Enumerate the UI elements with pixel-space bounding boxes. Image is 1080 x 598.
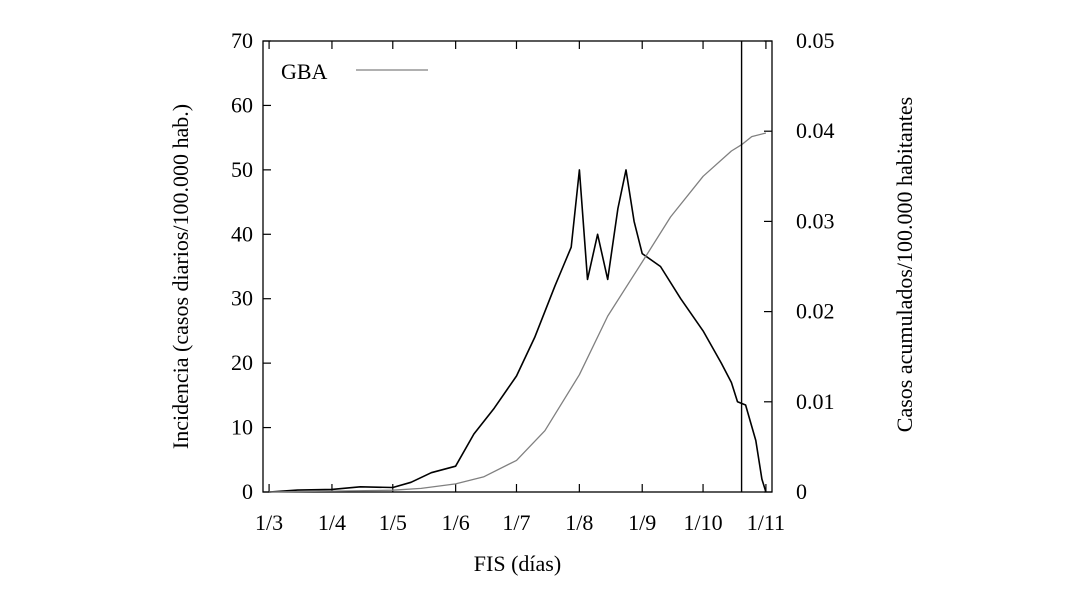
- y-left-tick-label: 50: [231, 157, 253, 182]
- y-left-tick-label: 30: [231, 286, 253, 311]
- x-tick-label: 1/11: [747, 510, 785, 535]
- y-left-tick-label: 70: [231, 28, 253, 53]
- x-tick-label: 1/5: [379, 510, 407, 535]
- series-cumulative-line: [269, 132, 767, 493]
- axis-ticks: [263, 40, 772, 493]
- y-left-tick-label: 10: [231, 415, 253, 440]
- y-right-tick-label: 0.04: [796, 118, 835, 143]
- y-left-tick-label: 40: [231, 221, 253, 246]
- y-right-tick-label: 0.01: [796, 389, 835, 414]
- y-left-tick-label: 0: [242, 479, 253, 504]
- x-tick-label: 1/10: [683, 510, 722, 535]
- x-tick-labels: 1/3 1/4 1/5 1/6 1/7 1/8 1/9 1/10 1/11: [255, 510, 785, 535]
- y-left-tick-label: 20: [231, 350, 253, 375]
- y-right-tick-labels: 0 0.01 0.02 0.03 0.04 0.05: [796, 28, 835, 504]
- y-right-tick-label: 0.02: [796, 299, 835, 324]
- x-axis-title: FIS (días): [474, 551, 561, 576]
- x-tick-label: 1/6: [442, 510, 470, 535]
- y-left-axis-title: Incidencia (casos diarios/100.000 hab.): [168, 104, 193, 449]
- legend: GBA: [281, 59, 428, 84]
- y-left-tick-labels: 0 10 20 30 40 50 60 70: [231, 28, 253, 504]
- series-gba-line: [269, 169, 767, 493]
- x-tick-label: 1/4: [318, 510, 346, 535]
- x-tick-label: 1/3: [255, 510, 283, 535]
- y-left-tick-label: 60: [231, 92, 253, 117]
- series-layer: [269, 132, 767, 493]
- y-right-tick-label: 0: [796, 479, 807, 504]
- x-tick-label: 1/7: [502, 510, 530, 535]
- y-right-tick-label: 0.05: [796, 28, 835, 53]
- plot-frame: [262, 40, 773, 493]
- x-tick-label: 1/9: [628, 510, 656, 535]
- x-tick-label: 1/8: [565, 510, 593, 535]
- y-right-axis-title: Casos acumulados/100.000 habitantes: [892, 97, 917, 432]
- y-right-tick-label: 0.03: [796, 208, 835, 233]
- legend-label: GBA: [281, 59, 328, 84]
